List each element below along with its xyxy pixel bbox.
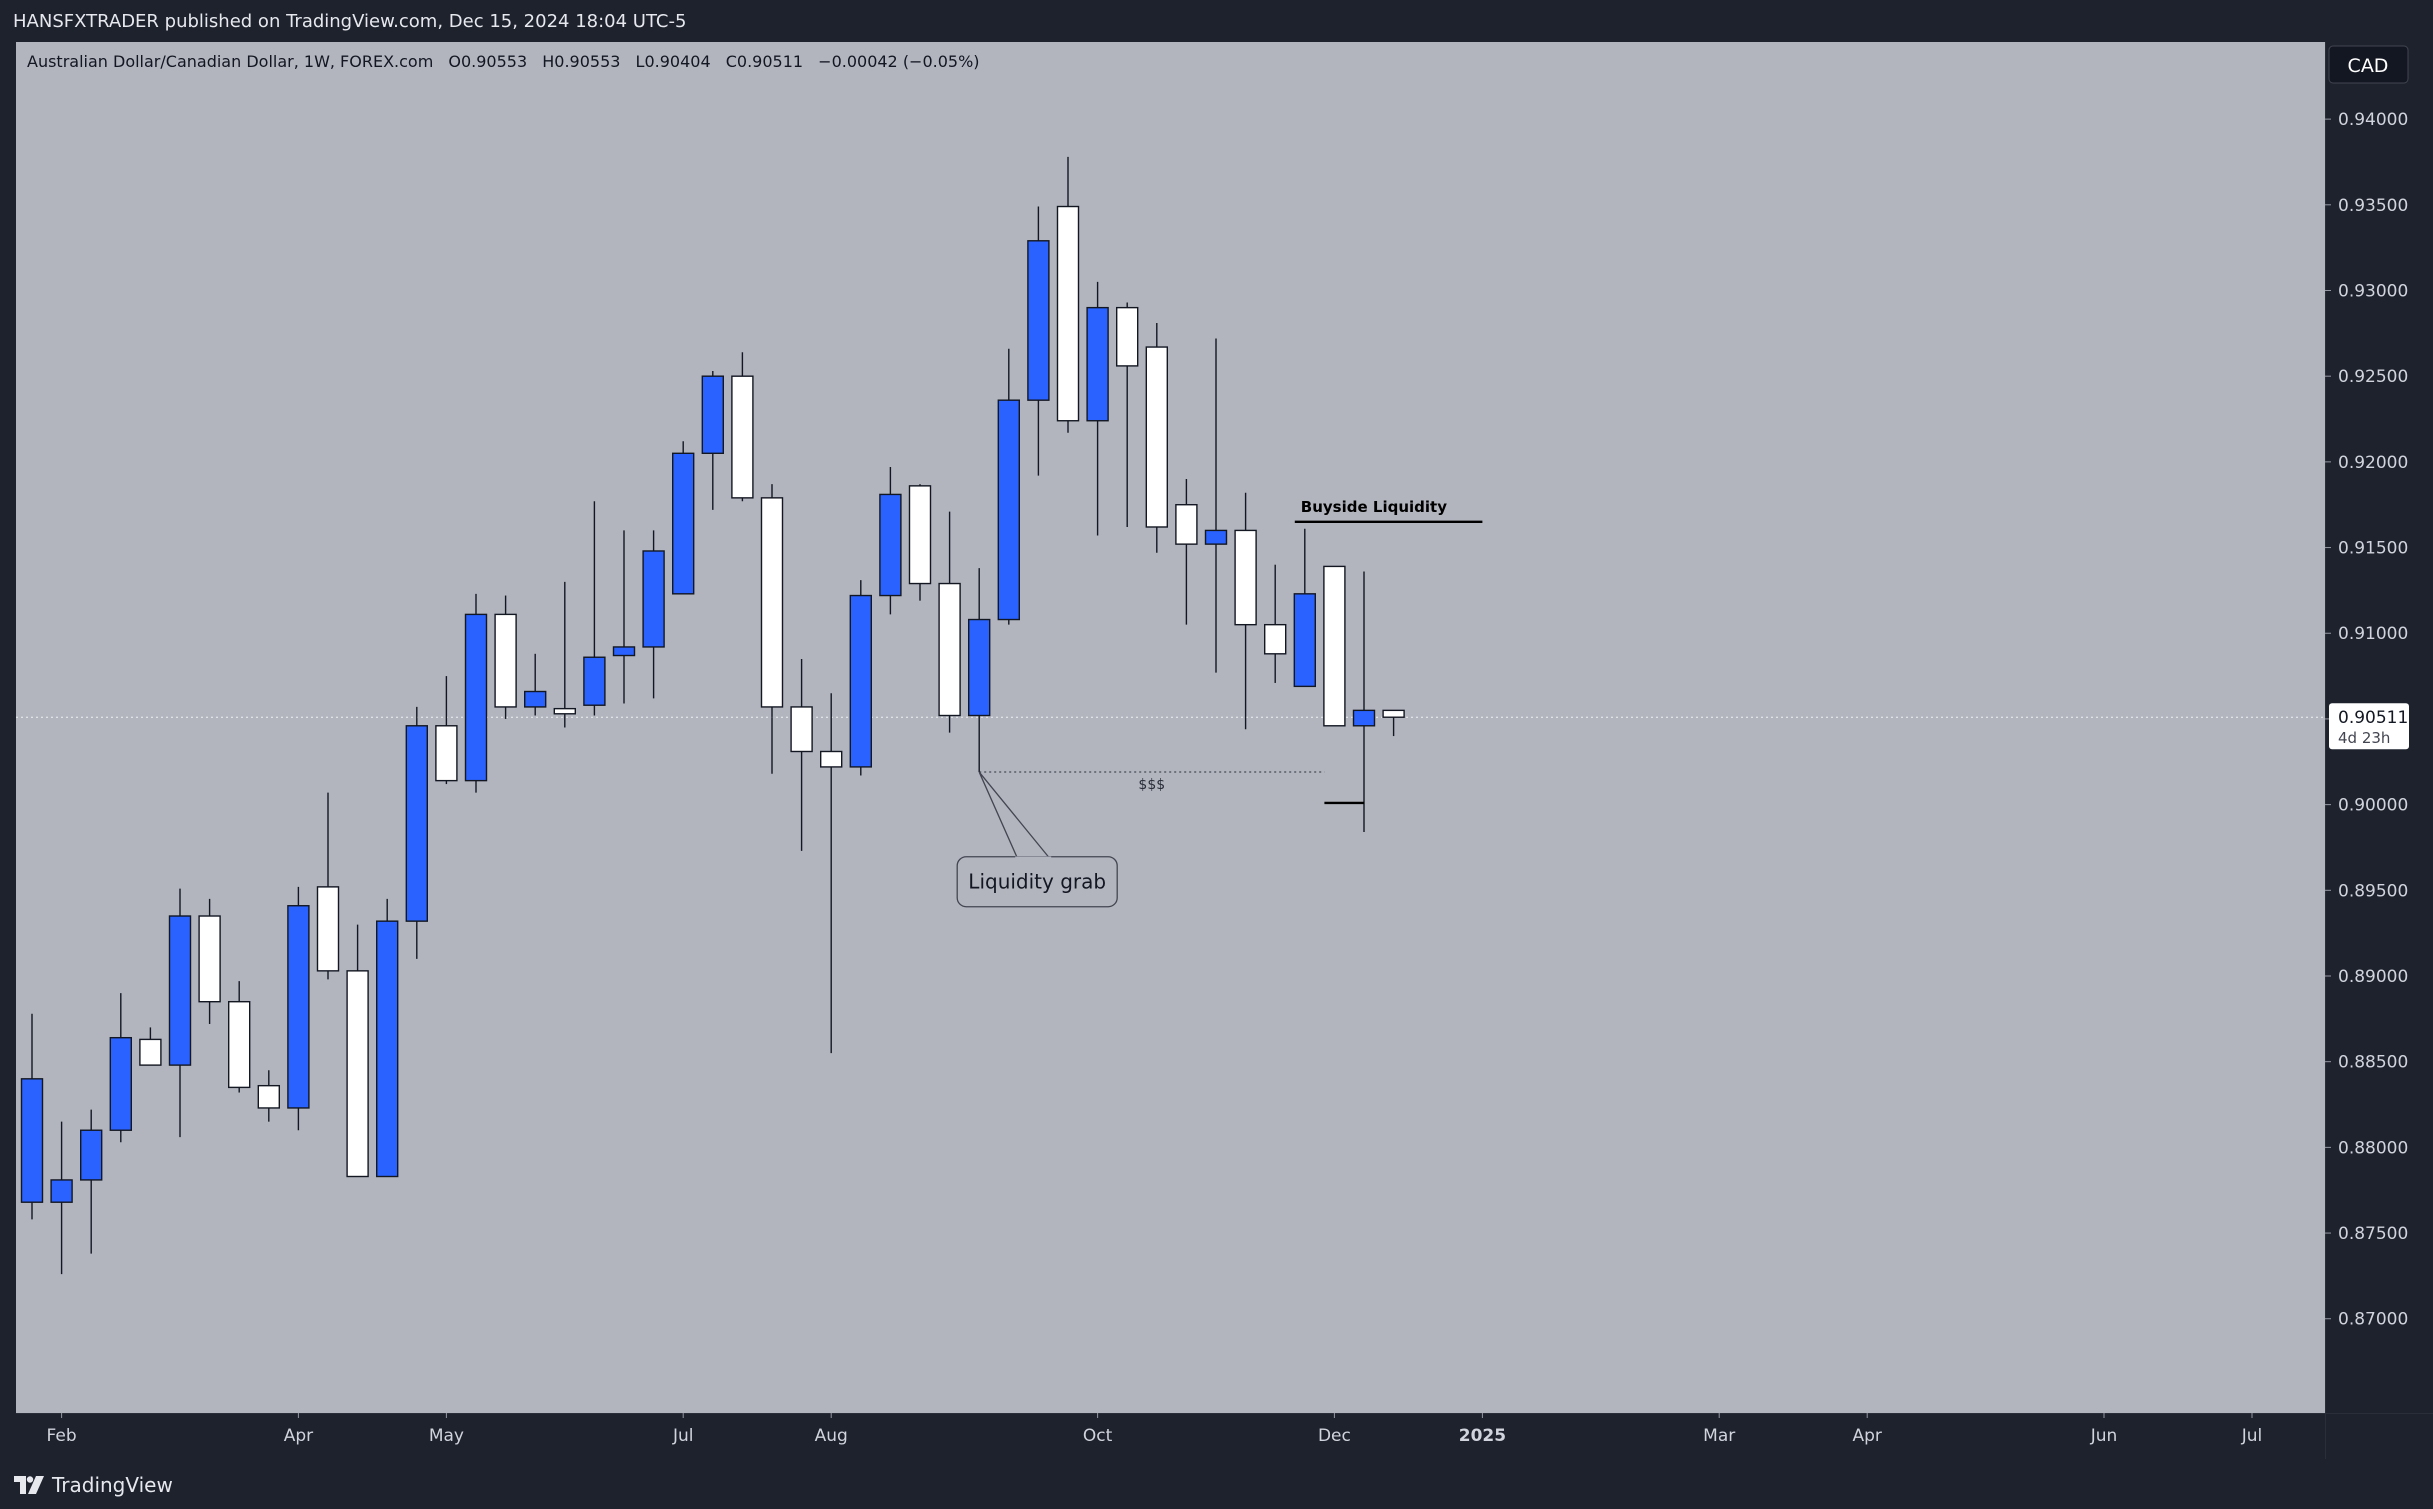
bearish-candle[interactable] [1115,306,1139,367]
bearish-candle[interactable] [938,582,961,717]
bearish-candle[interactable] [257,1084,281,1109]
y-tick-label: 0.88000 [2338,1138,2408,1158]
published-text: HANSFXTRADER published on TradingView.co… [13,11,687,32]
legend-close: C0.90511 [725,52,804,71]
y-tick-label: 0.87500 [2338,1224,2408,1244]
x-tick-label: Feb [47,1426,77,1446]
bullish-candle[interactable] [109,1036,133,1131]
bullish-candle[interactable] [1086,306,1109,422]
buyside-liquidity-label: Buyside Liquidity [1301,498,1447,516]
bullish-candle[interactable] [405,725,428,922]
x-tick-label: Mar [1703,1426,1735,1446]
bearish-candle[interactable] [1382,709,1405,718]
bearish-candle[interactable] [1056,205,1080,422]
bearish-candle[interactable] [1175,504,1198,545]
bearish-candle[interactable] [760,497,784,708]
y-tick-label: 0.93500 [2338,196,2408,216]
y-tick-label: 0.91000 [2338,624,2408,644]
x-tick-label: Apr [1852,1426,1881,1446]
bar-countdown-label: 4d 23h [2338,729,2390,747]
chart-area[interactable]: 0.94000 0.93500 0.93000 0.92500 0.92000 0.915… [16,42,2433,1459]
bearish-candle[interactable] [1323,565,1346,727]
bearish-candle[interactable] [316,886,340,972]
bullish-candle[interactable] [583,656,606,706]
bullish-candle[interactable] [1293,593,1317,688]
currency-button[interactable] [2328,45,2409,84]
bearish-candle[interactable] [1263,623,1287,655]
legend-change: −0.00042 (−0.05%) [818,52,980,71]
bullish-candle[interactable] [672,452,695,595]
footer-bar: TradingView [0,1459,2433,1509]
legend-symbol[interactable]: Australian Dollar/Canadian Dollar, 1W, F… [27,52,434,71]
tradingview-brand[interactable]: TradingView [14,1473,173,1497]
bullish-candle[interactable] [1204,529,1228,545]
bullish-candle[interactable] [20,1078,44,1203]
bearish-candle[interactable] [494,613,517,708]
x-tick-label: Jun [2090,1426,2118,1446]
bearish-candle[interactable] [139,1038,162,1066]
y-tick-label: 0.90000 [2338,796,2408,816]
time-axis-panel[interactable] [16,1413,2433,1459]
bearish-candle[interactable] [198,915,221,1003]
x-tick-label: Jul [2241,1426,2263,1446]
x-tick-label: May [429,1426,464,1446]
y-tick-label: 0.92500 [2338,367,2408,387]
tradingview-logo-icon [14,1476,44,1494]
bearish-candle[interactable] [790,706,813,753]
y-tick-label: 0.89000 [2338,967,2408,987]
bullish-candle[interactable] [642,550,665,648]
y-tick-label: 0.92000 [2338,453,2408,473]
bearish-candle[interactable] [1145,346,1169,528]
liquidity-grab-label: Liquidity grab [968,870,1106,894]
bullish-candle[interactable] [1027,240,1050,401]
bearish-candle[interactable] [553,707,576,715]
currency-label: CAD [2348,55,2389,77]
y-tick-label: 0.89500 [2338,881,2408,901]
bearish-candle[interactable] [731,375,754,499]
bearish-candle[interactable] [346,970,369,1178]
sellside-liquidity-label: $$$ [1138,777,1165,793]
tradingview-wordmark: TradingView [52,1473,173,1497]
bullish-candle[interactable] [997,399,1020,621]
x-tick-label: Apr [284,1426,313,1446]
y-tick-label: 0.94000 [2338,110,2408,130]
bullish-candle[interactable] [879,493,902,597]
bearish-candle[interactable] [908,485,932,585]
bullish-candle[interactable] [79,1129,103,1181]
current-price-badge [2329,703,2409,750]
legend-low: L0.90404 [635,52,711,71]
bullish-candle[interactable] [376,920,399,1178]
bullish-candle[interactable] [701,375,724,454]
x-tick-label: Jul [672,1426,694,1446]
bearish-candle[interactable] [1234,529,1257,626]
publisher-header: HANSFXTRADER published on TradingView.co… [0,0,2433,42]
callout-pointer [978,771,1050,859]
x-tick-label: Aug [815,1426,848,1446]
plot-background[interactable] [16,42,2325,1413]
bullish-candle[interactable] [849,594,872,768]
bullish-candle[interactable] [50,1179,73,1203]
y-tick-label: 0.87000 [2338,1310,2408,1330]
bearish-candle[interactable] [227,1001,251,1089]
bullish-candle[interactable] [612,646,636,657]
bullish-candle[interactable] [968,618,991,717]
bullish-candle[interactable] [1352,709,1376,727]
y-tick-label: 0.88500 [2338,1053,2408,1073]
x-tick-label: Dec [1318,1426,1351,1446]
bullish-candle[interactable] [287,905,310,1109]
bullish-candle[interactable] [464,613,488,782]
legend-open: O0.90553 [448,52,528,71]
x-tick-label: 2025 [1459,1426,1506,1446]
bullish-candle[interactable] [168,915,192,1066]
symbol-legend: Australian Dollar/Canadian Dollar, 1W, F… [27,52,990,71]
current-price-label: 0.90511 [2338,708,2408,728]
candlestick-chart[interactable]: 0.94000 0.93500 0.93000 0.92500 0.92000 0.915… [16,42,2433,1459]
legend-high: H0.90553 [542,52,621,71]
bearish-candle[interactable] [435,725,458,782]
x-tick-label: Oct [1083,1426,1113,1446]
y-tick-label: 0.91500 [2338,539,2408,559]
bullish-candle[interactable] [524,690,547,708]
y-tick-label: 0.93000 [2338,281,2408,301]
bearish-candle[interactable] [820,750,843,768]
